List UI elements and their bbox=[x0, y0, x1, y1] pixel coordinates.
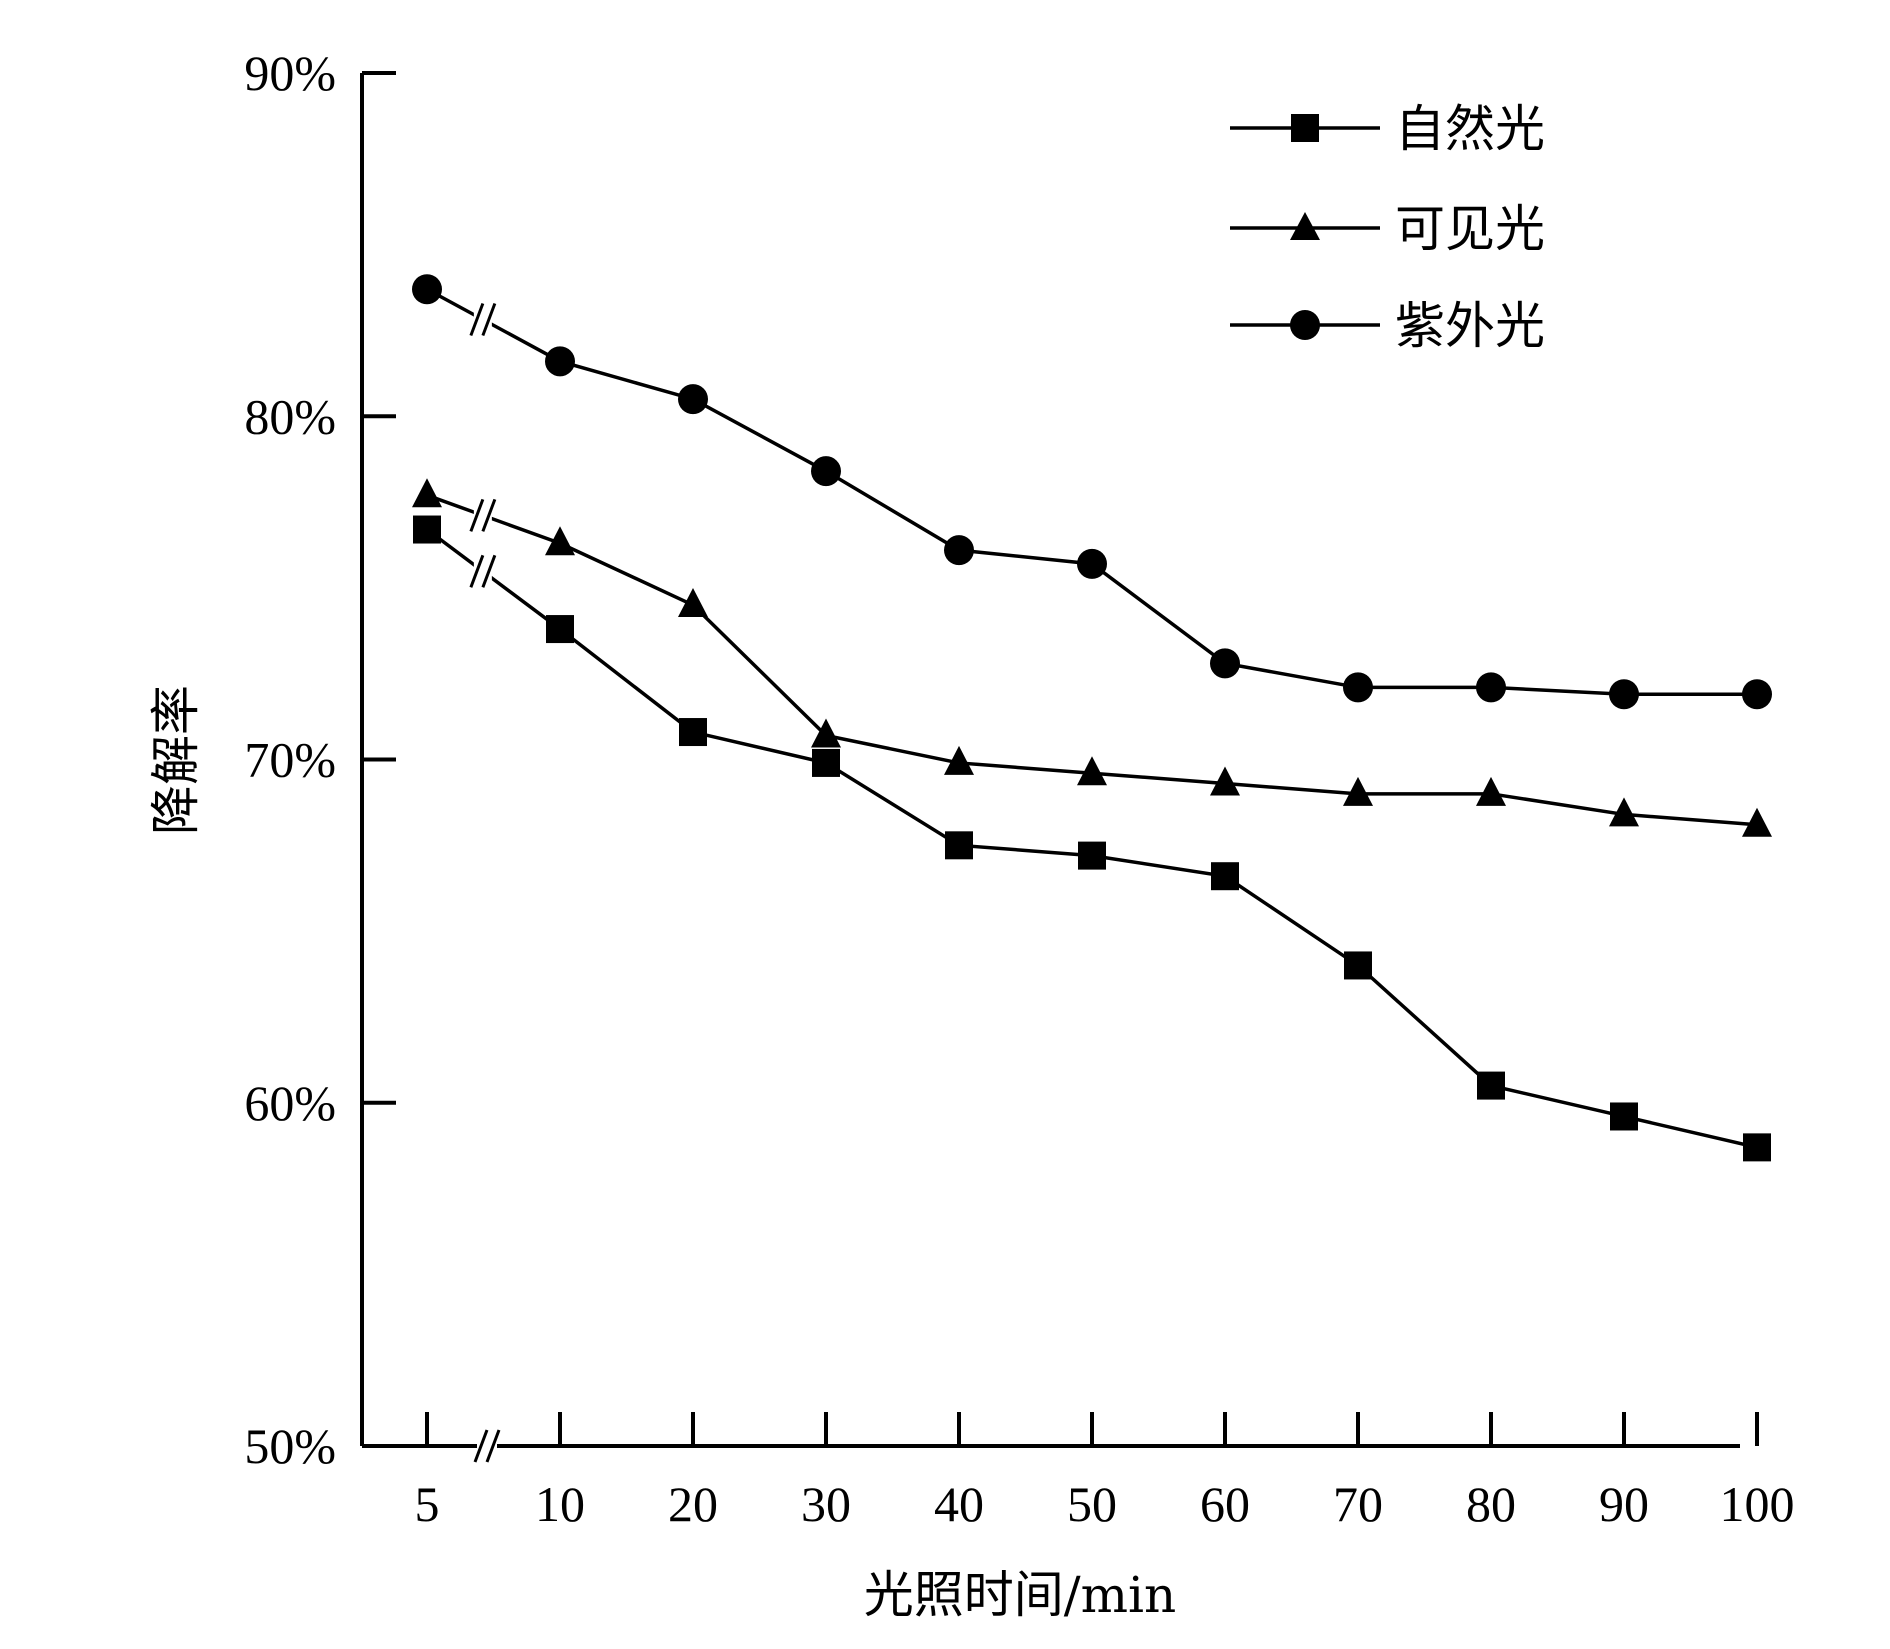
data-point-square bbox=[1211, 862, 1239, 891]
series-break-slash bbox=[469, 498, 485, 532]
x-axis-break-slash bbox=[485, 1429, 501, 1463]
series-break-gap bbox=[473, 301, 492, 338]
x-tick-label: 40 bbox=[934, 1476, 984, 1532]
data-point-triangle bbox=[412, 478, 442, 508]
data-point-circle bbox=[1742, 679, 1772, 710]
data-point-square bbox=[812, 748, 840, 777]
x-tick-label: 100 bbox=[1720, 1476, 1795, 1532]
data-point-circle bbox=[1609, 679, 1639, 710]
data-point-square bbox=[1610, 1102, 1638, 1131]
y-tick-label: 80% bbox=[244, 388, 336, 444]
data-point-square bbox=[1344, 951, 1372, 980]
x-tick-label: 30 bbox=[801, 1476, 851, 1532]
series-break-slash bbox=[481, 498, 497, 532]
data-point-circle bbox=[678, 384, 708, 415]
data-point-circle bbox=[412, 274, 442, 305]
data-point-circle bbox=[545, 346, 575, 377]
legend-label-visible-light: 可见光 bbox=[1395, 200, 1545, 258]
data-point-circle bbox=[1476, 672, 1506, 703]
x-tick-label: 5 bbox=[415, 1476, 440, 1532]
data-point-triangle bbox=[1742, 807, 1772, 837]
axis-break-marks bbox=[469, 301, 501, 1463]
data-point-triangle bbox=[811, 718, 841, 748]
legend-triangle-marker bbox=[1290, 212, 1320, 240]
data-point-square bbox=[413, 515, 441, 544]
legend-circle-marker bbox=[1290, 310, 1320, 340]
data-point-triangle bbox=[1343, 776, 1373, 806]
data-point-square bbox=[1477, 1071, 1505, 1100]
data-point-square bbox=[679, 718, 707, 747]
x-axis-ticks: 5 10 20 30 40 50 60 70 80 90 100 bbox=[415, 1412, 1795, 1532]
series-break-slash bbox=[469, 302, 485, 337]
series-break-slash bbox=[481, 554, 497, 588]
y-axis-title: 降解率 bbox=[147, 685, 205, 835]
y-tick-label: 60% bbox=[244, 1075, 336, 1131]
data-point-square bbox=[945, 831, 973, 860]
x-tick-label: 60 bbox=[1200, 1476, 1250, 1532]
data-point-triangle bbox=[1476, 776, 1506, 806]
series-break-gap bbox=[473, 553, 492, 590]
x-tick-label: 50 bbox=[1067, 1476, 1117, 1532]
legend-square-marker bbox=[1291, 114, 1319, 142]
legend-label-uv-light: 紫外光 bbox=[1395, 297, 1545, 355]
legend-label-natural-light: 自然光 bbox=[1395, 100, 1545, 158]
x-tick-label: 20 bbox=[668, 1476, 718, 1532]
series-break-slash bbox=[481, 302, 497, 337]
series-break-gap bbox=[473, 497, 492, 534]
x-axis-title: 光照时间/min bbox=[864, 1566, 1176, 1624]
data-point-triangle bbox=[944, 745, 974, 775]
x-tick-label: 10 bbox=[535, 1476, 585, 1532]
data-point-circle bbox=[1077, 548, 1107, 579]
data-point-triangle bbox=[1609, 797, 1639, 827]
x-tick-label: 70 bbox=[1333, 1476, 1383, 1532]
y-axis-ticks: 50% 60% 70% 80% 90% bbox=[244, 45, 396, 1474]
series-layer bbox=[412, 274, 1772, 1162]
series-break-slash bbox=[469, 554, 485, 588]
y-tick-label: 90% bbox=[244, 45, 336, 101]
data-point-triangle bbox=[1077, 756, 1107, 786]
data-point-triangle bbox=[678, 588, 708, 618]
data-point-triangle bbox=[1210, 766, 1240, 796]
data-point-square bbox=[546, 615, 574, 644]
data-point-circle bbox=[811, 456, 841, 487]
data-point-square bbox=[1743, 1133, 1771, 1162]
y-tick-label: 50% bbox=[244, 1418, 336, 1474]
data-point-circle bbox=[944, 535, 974, 566]
data-point-circle bbox=[1343, 672, 1373, 703]
series-line-uv-light bbox=[426, 287, 1757, 697]
series-line-natural-light bbox=[425, 528, 1758, 1150]
y-tick-label: 70% bbox=[244, 732, 336, 788]
x-axis-break-slash bbox=[473, 1429, 489, 1463]
data-point-circle bbox=[1210, 648, 1240, 679]
legend: 自然光 可见光 紫外光 bbox=[1230, 100, 1545, 355]
x-tick-label: 90 bbox=[1599, 1476, 1649, 1532]
data-point-square bbox=[1078, 841, 1106, 870]
data-point-triangle bbox=[545, 526, 575, 556]
x-tick-label: 80 bbox=[1466, 1476, 1516, 1532]
